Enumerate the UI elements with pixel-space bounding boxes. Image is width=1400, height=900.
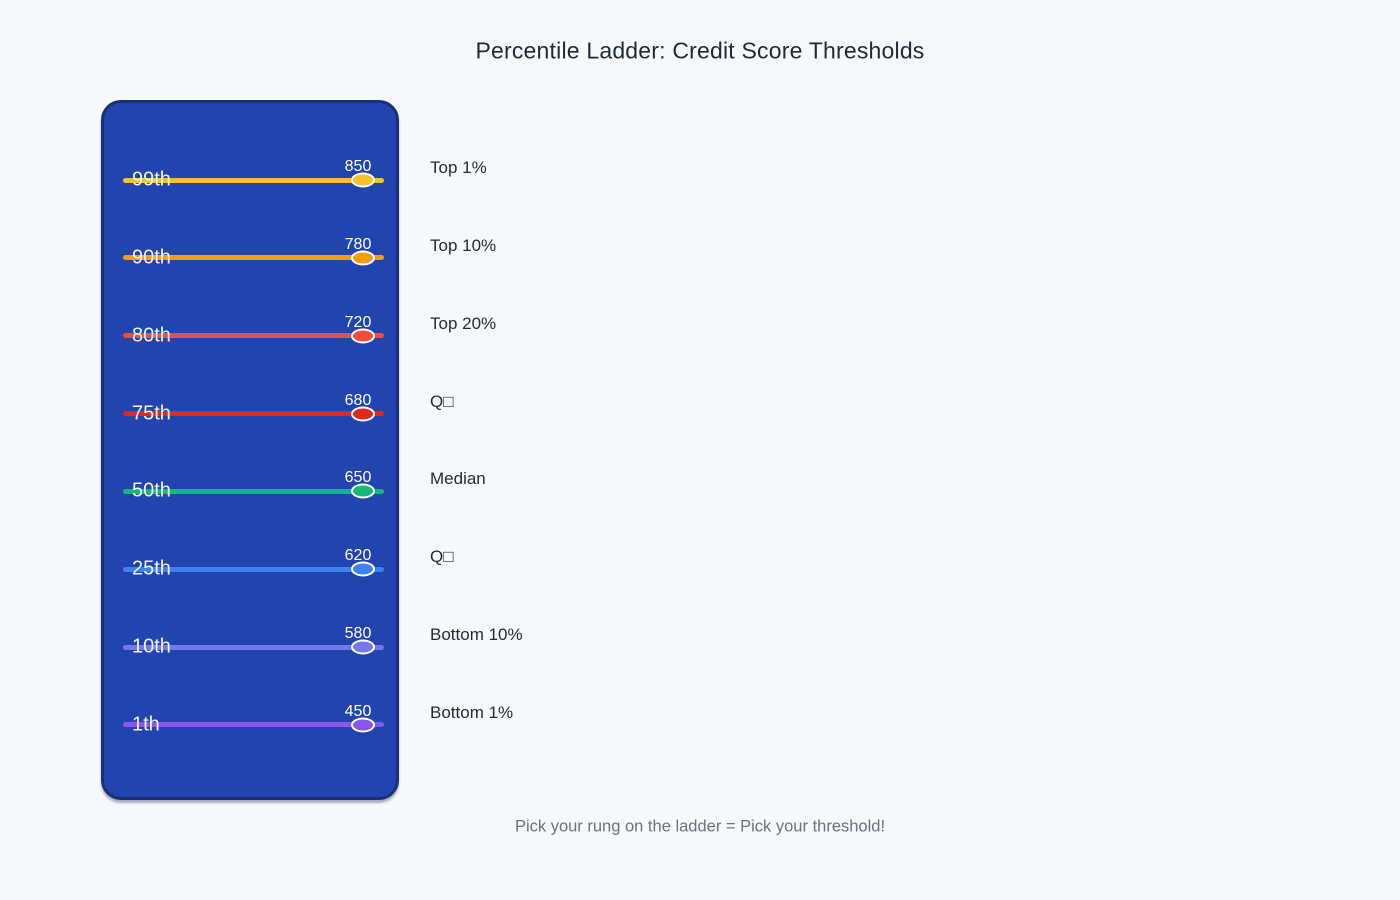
threshold-label: Top 1% (430, 158, 487, 177)
chart-caption: Pick your rung on the ladder = Pick your… (514, 817, 886, 836)
threshold-label: Top 20% (430, 313, 497, 333)
threshold-label: Median (430, 469, 486, 489)
percentile-label: 75th (132, 402, 171, 425)
ladder-rung: 75th 680 (123, 392, 384, 436)
percentile-label: 80th (132, 324, 171, 347)
rung-marker-icon (351, 639, 375, 655)
value-label: 580 (344, 625, 372, 643)
ladder-rung: 50th 650 (123, 469, 384, 513)
ladder-rung: 1th 450 (123, 703, 384, 747)
threshold-label: Q□ (430, 547, 454, 567)
rung-line (123, 488, 384, 494)
percentile-label: 50th (132, 479, 171, 502)
threshold-label: Top 10% (430, 235, 497, 255)
percentile-label: 90th (132, 246, 171, 269)
rung-marker-icon (351, 561, 375, 577)
ladder-rung: 99th 850 (123, 158, 384, 202)
percentile-label: 10th (132, 635, 171, 658)
threshold-label: Bottom 1% (430, 702, 514, 722)
ladder-rung: 80th 720 (123, 314, 384, 358)
value-label: 780 (344, 235, 372, 253)
value-label: 850 (344, 158, 372, 175)
rung-marker-icon (351, 328, 375, 344)
ladder-rung: 10th 580 (123, 625, 384, 669)
percentile-label: 25th (132, 557, 171, 580)
value-label: 650 (344, 469, 372, 487)
value-label: 680 (344, 391, 372, 409)
ladder-rung: 90th 780 (123, 236, 384, 280)
rung-marker-icon (351, 483, 375, 499)
rung-line (123, 644, 384, 650)
rung-marker-icon (351, 717, 375, 733)
threshold-label: Bottom 10% (430, 625, 523, 645)
ladder-rung: 25th 620 (123, 547, 384, 591)
threshold-label: Q□ (430, 391, 454, 411)
rung-line (123, 411, 384, 417)
rung-line (123, 333, 384, 339)
rung-line (123, 255, 384, 261)
percentile-label: 1th (132, 713, 160, 736)
rung-line (123, 722, 384, 728)
value-label: 450 (344, 702, 372, 720)
rung-marker-icon (351, 172, 375, 188)
value-label: 720 (344, 313, 372, 331)
rung-line (123, 566, 384, 572)
percentile-label: 99th (132, 168, 171, 191)
value-label: 620 (344, 547, 372, 565)
rung-marker-icon (351, 250, 375, 266)
rung-line (123, 177, 384, 183)
ladder-panel: 99th 850 90th 780 80th 720 75th 680 50th… (101, 100, 399, 800)
chart-title: Percentile Ladder: Credit Score Threshol… (475, 37, 925, 64)
rung-marker-icon (351, 406, 375, 422)
